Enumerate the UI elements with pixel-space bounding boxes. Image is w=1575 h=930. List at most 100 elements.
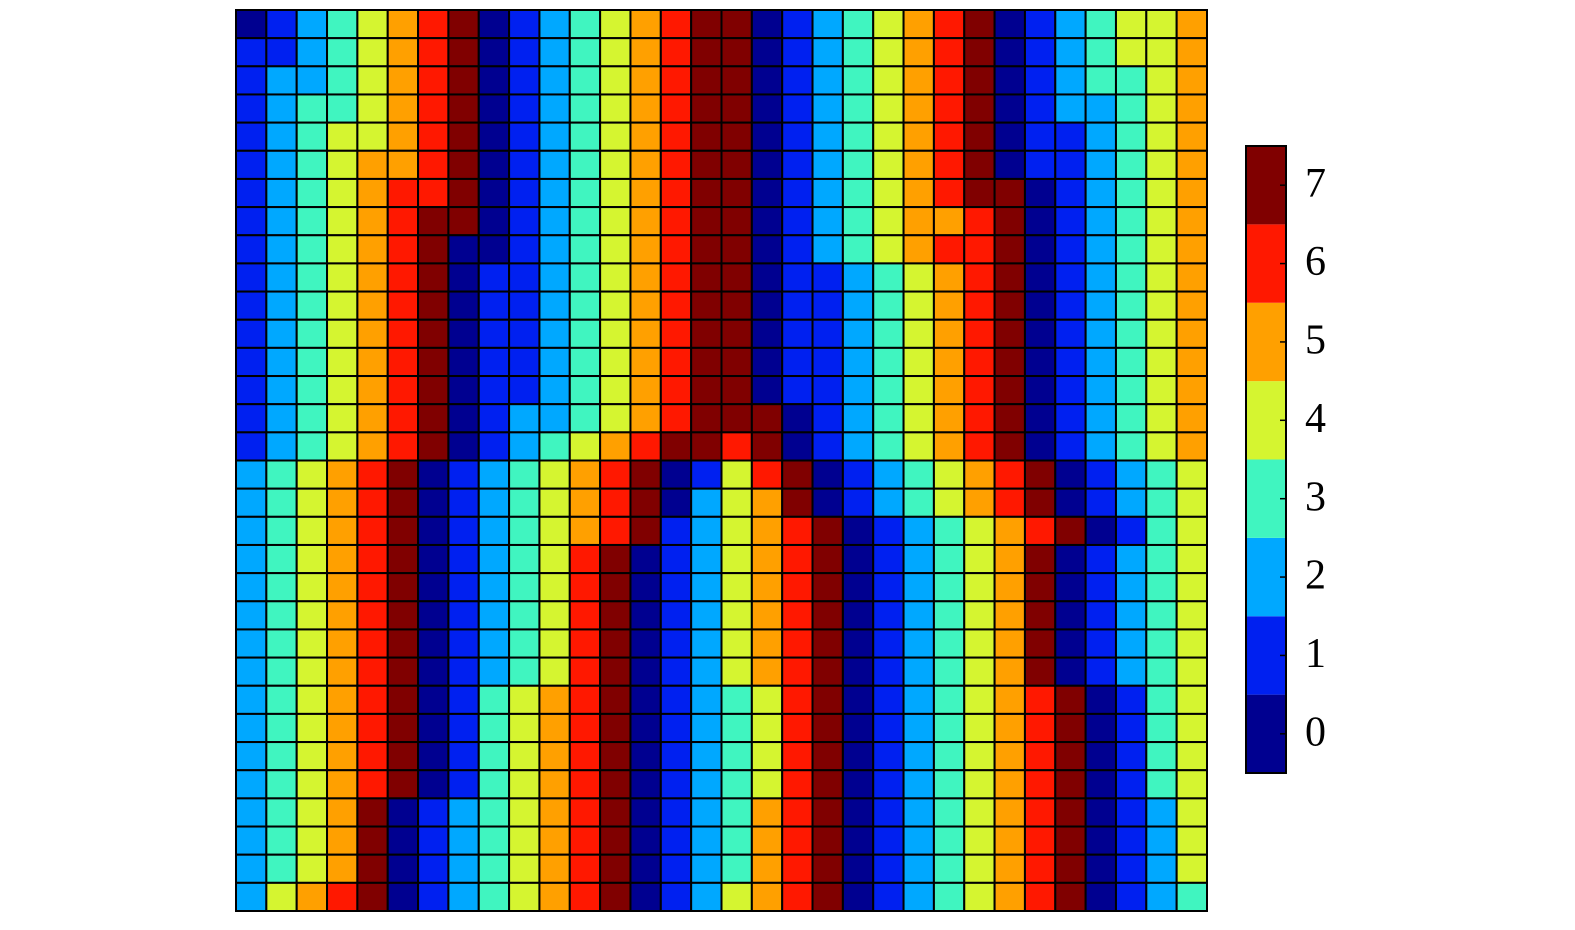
heatmap-cell: [1054, 684, 1087, 715]
heatmap-cell: [417, 712, 450, 744]
colorbar-segment: [1246, 459, 1286, 538]
heatmap-cell: [750, 797, 784, 828]
heatmap-cell: [599, 262, 632, 293]
heatmap-cell: [386, 234, 420, 265]
heatmap-cell: [538, 684, 571, 715]
heatmap-cell: [993, 37, 1026, 68]
heatmap-cell: [265, 375, 298, 406]
heatmap-cell: [447, 234, 480, 265]
heatmap-cell: [477, 459, 511, 490]
heatmap-cell: [356, 403, 389, 434]
heatmap-cell: [1054, 600, 1087, 631]
heatmap-cell: [356, 375, 389, 406]
heatmap-cell: [599, 656, 632, 687]
heatmap-cell: [599, 149, 632, 180]
heatmap-cell: [872, 93, 905, 124]
heatmap-cell: [417, 515, 450, 546]
heatmap-cell: [690, 290, 723, 321]
heatmap-cell: [872, 797, 905, 828]
heatmap-cell: [386, 797, 420, 828]
heatmap-cell: [720, 375, 753, 406]
heatmap-cell: [326, 65, 359, 96]
heatmap-cell: [447, 600, 480, 631]
heatmap-cell: [993, 487, 1026, 518]
heatmap-cell: [811, 459, 844, 490]
heatmap-cell: [1145, 825, 1178, 856]
heatmap-cell: [1145, 572, 1178, 603]
heatmap-cell: [750, 403, 784, 434]
heatmap-cell: [841, 177, 875, 209]
heatmap-cell: [599, 881, 632, 912]
heatmap-cell: [477, 318, 511, 349]
heatmap-cell: [963, 543, 996, 575]
heatmap-cell: [599, 628, 632, 659]
heatmap-cell: [629, 121, 662, 152]
heatmap-cell: [720, 600, 753, 631]
heatmap-cell: [1054, 121, 1087, 152]
heatmap-cell: [326, 9, 359, 40]
heatmap-cell: [1175, 9, 1208, 40]
heatmap-cell: [295, 543, 329, 575]
heatmap-cell: [235, 318, 268, 349]
heatmap-cell: [235, 9, 268, 40]
heatmap-cell: [720, 825, 753, 856]
heatmap-cell: [1023, 375, 1057, 406]
heatmap-cell: [750, 9, 784, 40]
heatmap-cell: [1084, 206, 1117, 237]
heatmap-cell: [417, 206, 450, 237]
heatmap-cell: [872, 543, 905, 575]
heatmap-cell: [538, 149, 571, 180]
heatmap-cell: [447, 684, 480, 715]
heatmap-cell: [629, 346, 662, 378]
heatmap-cell: [841, 600, 875, 631]
heatmap-cell: [629, 206, 662, 237]
heatmap-cell: [659, 656, 693, 687]
heatmap-cell: [386, 121, 420, 152]
heatmap-cell: [417, 177, 450, 209]
heatmap-cell: [963, 600, 996, 631]
heatmap-cell: [750, 93, 784, 124]
heatmap-cell: [1145, 600, 1178, 631]
heatmap-cell: [538, 741, 571, 772]
heatmap-cell: [1145, 93, 1178, 124]
heatmap-cell: [993, 797, 1026, 828]
heatmap-cell: [902, 656, 935, 687]
heatmap-cell: [568, 206, 602, 237]
heatmap-cell: [356, 797, 389, 828]
heatmap-cell: [386, 177, 420, 209]
heatmap-cell: [265, 825, 298, 856]
heatmap-cell: [1054, 403, 1087, 434]
heatmap-cell: [568, 853, 602, 884]
heatmap-cell: [811, 769, 844, 800]
heatmap-cell: [568, 403, 602, 434]
heatmap-cell: [265, 149, 298, 180]
heatmap-cell: [781, 572, 814, 603]
heatmap-cell: [417, 628, 450, 659]
heatmap-cell: [326, 769, 359, 800]
heatmap-cell: [872, 881, 905, 912]
heatmap-cell: [811, 628, 844, 659]
heatmap-cell: [811, 37, 844, 68]
heatmap-cell: [326, 543, 359, 575]
heatmap-cell: [872, 572, 905, 603]
heatmap-cell: [872, 9, 905, 40]
heatmap-cell: [477, 37, 511, 68]
heatmap-cell: [477, 825, 511, 856]
colorbar-tick-label: 4: [1305, 396, 1326, 442]
heatmap-cell: [932, 262, 966, 293]
heatmap-cell: [902, 515, 935, 546]
heatmap-cell: [386, 318, 420, 349]
heatmap-cell: [1175, 825, 1208, 856]
heatmap-cell: [477, 403, 511, 434]
heatmap-cell: [781, 769, 814, 800]
heatmap-cell: [1175, 881, 1208, 912]
heatmap-cell: [447, 149, 480, 180]
colorbar-tick-label: 1: [1305, 631, 1326, 677]
colorbar-segment: [1246, 302, 1286, 382]
heatmap-cell: [659, 741, 693, 772]
heatmap-cell: [1023, 346, 1057, 378]
heatmap-cell: [235, 149, 268, 180]
heatmap-cell: [1084, 9, 1117, 40]
heatmap-cell: [508, 206, 541, 237]
heatmap-cell: [659, 459, 693, 490]
